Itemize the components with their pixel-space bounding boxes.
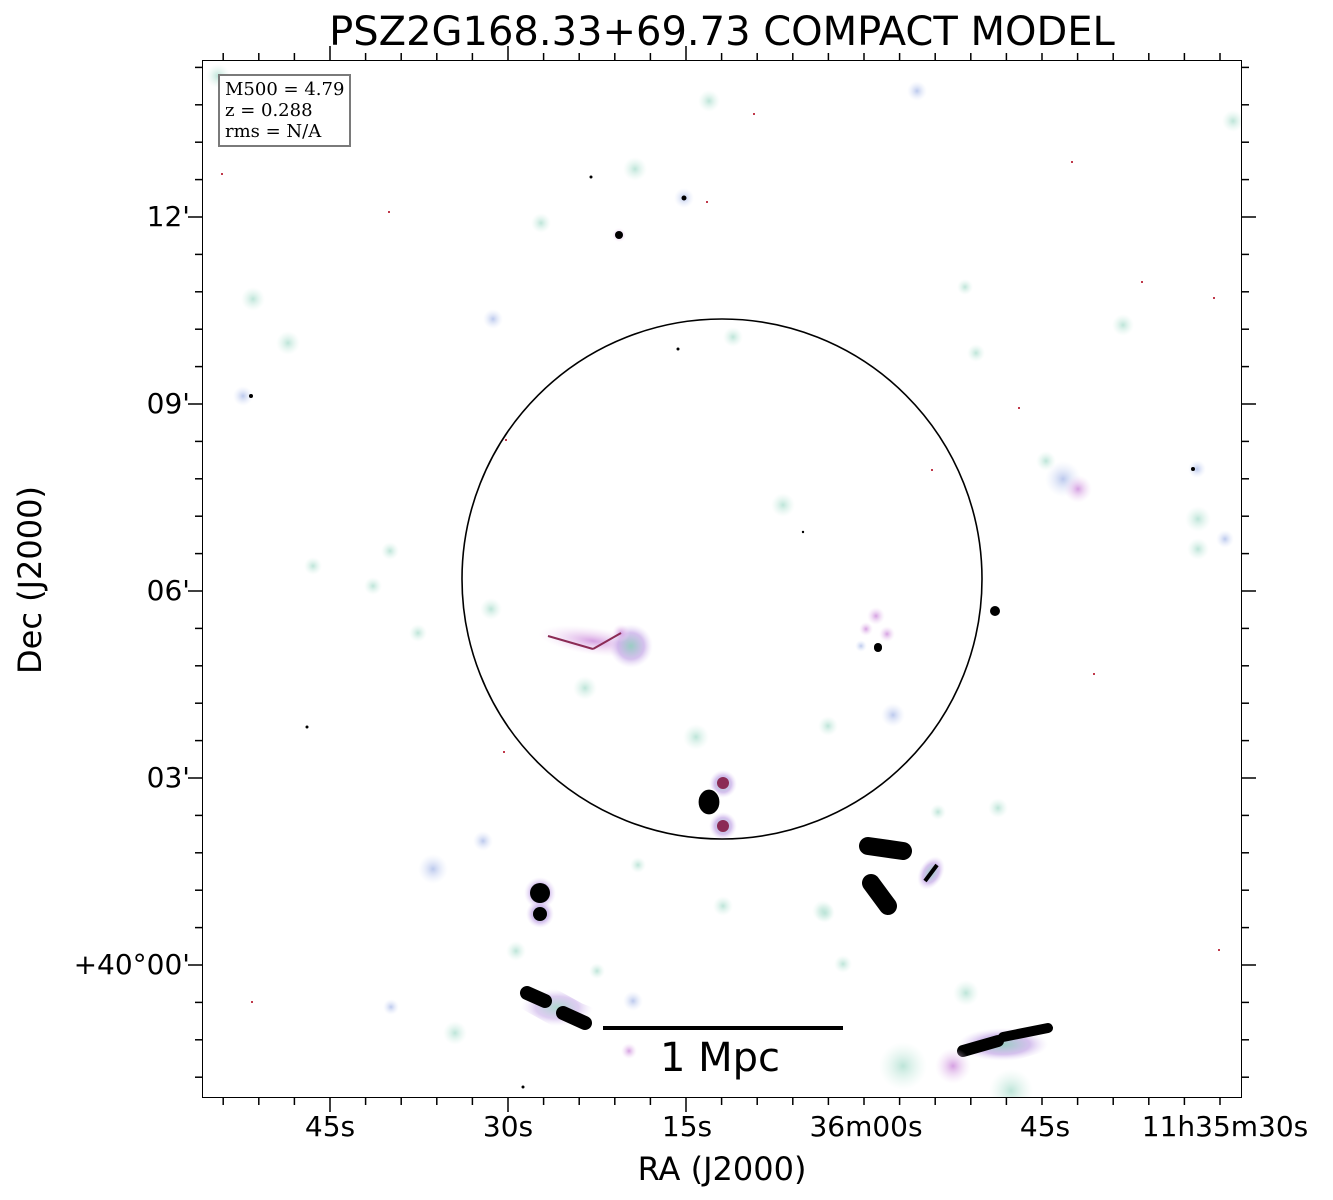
y-axis-label: Dec (J2000) xyxy=(11,486,49,674)
bottom-center-sources xyxy=(697,770,737,840)
x-axis-label: RA (J2000) xyxy=(637,1150,807,1188)
rms-text: rms = N/A xyxy=(225,121,322,142)
y-tick-label: 09' xyxy=(146,387,190,420)
figure-title: PSZ2G168.33+69.73 COMPACT MODEL xyxy=(329,9,1115,55)
y-tick-label: 12' xyxy=(146,200,190,233)
info-box: M500 = 4.79 z = 0.288 rms = N/A xyxy=(218,74,352,147)
cluster-members-right xyxy=(855,607,895,652)
x-tick-label: 30s xyxy=(482,1110,534,1143)
sky-image xyxy=(206,64,1241,1097)
noise-specks xyxy=(221,113,1220,1003)
x-tick-label: 45s xyxy=(1019,1110,1071,1143)
lower-left-double xyxy=(524,877,556,928)
bottom-left-jet xyxy=(504,972,643,1059)
x-tick-label: 11h35m30s xyxy=(1141,1110,1309,1143)
point-sources xyxy=(249,175,1195,1089)
bottom-right-jet xyxy=(935,1006,1070,1084)
faint-sources xyxy=(206,64,1241,1097)
scale-bar-label: 1 Mpc xyxy=(659,1035,781,1081)
y-tick-label: 06' xyxy=(146,574,190,607)
image-panel xyxy=(202,60,1242,1098)
y-tick-label: 03' xyxy=(146,761,190,794)
x-tick-label: 15s xyxy=(661,1110,713,1143)
x-tick-label: 45s xyxy=(304,1110,356,1143)
m500-text: M500 = 4.79 xyxy=(225,79,345,100)
right-lower-complex xyxy=(843,826,945,926)
redshift-text: z = 0.288 xyxy=(225,100,313,121)
y-tick-label: +40°00' xyxy=(73,948,190,981)
central-extended-source xyxy=(538,624,653,668)
x-tick-label: 36m00s xyxy=(809,1110,923,1143)
